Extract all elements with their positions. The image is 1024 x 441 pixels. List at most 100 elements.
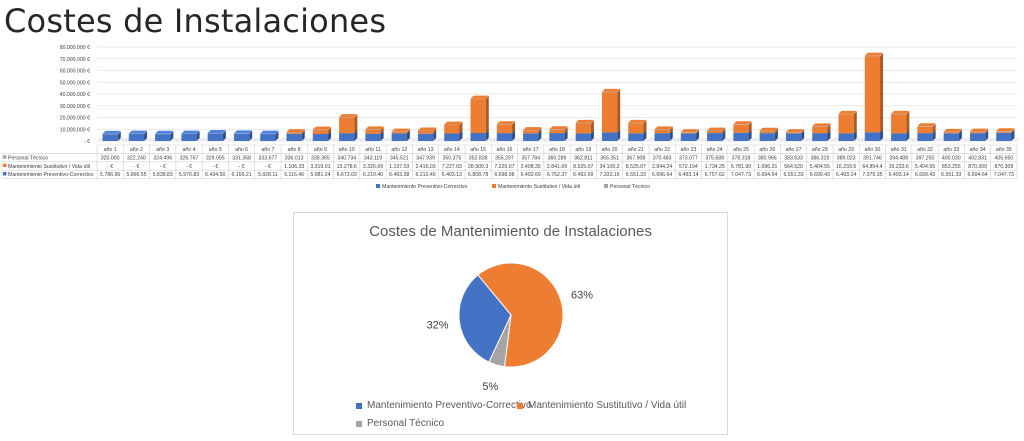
bar-top xyxy=(969,128,989,132)
bar-sustitutivo-side xyxy=(459,121,463,134)
table-value: 3.326.69 xyxy=(363,164,383,170)
bar-preventivo xyxy=(233,133,250,141)
bar-tecnico xyxy=(838,113,854,115)
bar-top xyxy=(312,126,332,130)
table-value: 6.698.98 xyxy=(494,172,514,178)
bar-preventivo xyxy=(312,133,329,141)
bar-top xyxy=(996,128,1015,132)
bar-sustitutivo xyxy=(312,130,329,134)
bar-top xyxy=(891,110,910,114)
table-series-name: Personal Técnico xyxy=(8,155,48,161)
bar-preventivo xyxy=(549,133,565,141)
table-value: 380.966 xyxy=(758,155,777,161)
table-value: 357.784 xyxy=(521,155,540,161)
bar-preventivo xyxy=(654,133,670,141)
bar-sustitutivo-side xyxy=(512,121,516,134)
bar-preventivo xyxy=(155,134,171,141)
bar-top xyxy=(102,130,121,134)
bar-sustitutivo xyxy=(996,131,1012,133)
table-series-name: Mantenimiento Sustitutivo / Vida útil xyxy=(8,164,90,170)
table-value: 7.047.73 xyxy=(994,172,1014,178)
bar-preventivo-side xyxy=(354,130,358,141)
table-value: 6.696.64 xyxy=(652,172,672,178)
bar-tecnico xyxy=(523,130,539,131)
bar-top xyxy=(339,114,358,118)
bar-sustitutivo xyxy=(339,117,355,134)
table-value: - € xyxy=(160,164,166,170)
legend-swatch xyxy=(492,184,496,188)
bar-top xyxy=(207,130,226,134)
x-tick-label: año 20 xyxy=(602,147,618,153)
bar-preventivo-side xyxy=(328,130,332,141)
bar-sustitutivo-side xyxy=(538,127,542,134)
table-value: 6.694.64 xyxy=(757,172,777,178)
bar-tecnico xyxy=(470,98,486,100)
bar-tecnico xyxy=(365,129,381,130)
bar-sustitutivo-side xyxy=(590,120,594,134)
x-tick-label: año 14 xyxy=(444,147,460,153)
table-value: - € xyxy=(186,164,192,170)
table-value: 397.250 xyxy=(916,155,935,161)
table-value: 28.900.3 xyxy=(468,164,488,170)
bar-sustitutivo-side xyxy=(696,129,700,134)
x-tick-label: año 15 xyxy=(470,147,486,153)
table-value: - € xyxy=(265,164,271,170)
legend-swatch xyxy=(356,420,362,427)
bar-sustitutivo-side xyxy=(354,114,358,134)
bar-tecnico xyxy=(707,130,723,132)
bar-sustitutivo-side xyxy=(880,53,884,133)
table-value: 6.210.40 xyxy=(363,172,383,178)
table-value: 391.746 xyxy=(863,155,882,161)
x-tick-label: año 33 xyxy=(943,147,959,153)
bar-preventivo-side xyxy=(459,130,463,141)
bar-tecnico xyxy=(233,133,250,134)
pie-chart-title: Costes de Mantenimiento de Instalaciones xyxy=(369,223,652,240)
bar-preventivo xyxy=(417,133,434,141)
y-tick-label: 10.000.000 € xyxy=(60,127,90,133)
bar-preventivo-side xyxy=(590,130,594,141)
table-legend-key xyxy=(3,163,7,168)
y-tick-label: 40.000.000 € xyxy=(60,92,90,98)
bar-sustitutivo xyxy=(969,132,986,134)
pie-legend-item-preventivo: Mantenimiento Preventivo-Correctivo xyxy=(356,400,532,411)
pie-legend-item-tecnico: Personal Técnico xyxy=(356,418,444,429)
table-value: 1.734.25 xyxy=(705,164,725,170)
bar-top xyxy=(496,121,516,125)
bar-sustitutivo xyxy=(523,130,539,134)
table-value: 853.255 xyxy=(942,164,961,170)
bar-sustitutivo xyxy=(628,123,644,134)
table-value: 6.493.14 xyxy=(836,172,856,178)
bar-preventivo-side xyxy=(117,131,121,141)
bar-preventivo-side xyxy=(669,130,673,141)
bar-top xyxy=(181,130,200,134)
table-value: 6.551.33 xyxy=(941,172,961,178)
y-tick-label: 20.000.000 € xyxy=(60,116,90,122)
bar-top xyxy=(864,52,884,56)
table-value: 375.688 xyxy=(705,155,724,161)
bar-sustitutivo-side xyxy=(906,111,910,134)
bar-sustitutivo-side xyxy=(722,128,726,134)
legend-swatch xyxy=(517,402,523,409)
table-value: 320.000 xyxy=(101,155,120,161)
bar-sustitutivo-side xyxy=(748,121,752,133)
table-value: 350.375 xyxy=(442,155,461,161)
bar-sustitutivo-side xyxy=(564,126,568,134)
table-value: 7.227.03 xyxy=(442,164,462,170)
bar-tecnico xyxy=(102,133,118,135)
bar-preventivo-side xyxy=(748,129,752,141)
table-value: 340.734 xyxy=(337,155,356,161)
x-tick-label: año 29 xyxy=(838,147,854,153)
bar-top xyxy=(575,119,594,123)
bar-tecnico xyxy=(155,133,171,135)
bar-sustitutivo-side xyxy=(406,129,410,134)
table-value: 5.404.55 xyxy=(915,164,935,170)
bar-preventivo xyxy=(575,133,591,141)
pie-data-label: 5% xyxy=(482,381,498,393)
bar-preventivo-side xyxy=(144,130,148,141)
table-value: 355.297 xyxy=(495,155,514,161)
stacked-bar-chart: 80.000.000 € 70.000.000 € 60.000.000 € 50.0… xyxy=(1,45,1021,190)
table-value: 1.106.33 xyxy=(284,164,304,170)
y-tick-label: 60.000.000 € xyxy=(60,69,90,75)
bar-sustitutivo xyxy=(838,114,854,134)
bar-sustitutivo-side xyxy=(958,129,962,134)
